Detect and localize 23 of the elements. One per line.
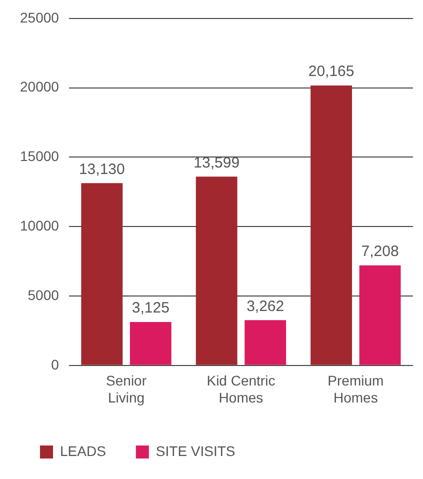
bar: [359, 265, 401, 365]
x-tick-label: Senior Living: [106, 372, 147, 406]
data-label: 7,208: [361, 242, 399, 260]
data-label: 3,125: [132, 300, 170, 317]
bar: [310, 86, 352, 365]
y-tick-label: 15000: [20, 148, 60, 164]
y-tick-label: 25000: [20, 9, 60, 26]
legend-label: SITE VISITS: [156, 442, 236, 459]
data-label: 20,165: [308, 63, 354, 80]
y-tick-label: 0: [51, 356, 60, 372]
data-label: 13,599: [194, 154, 240, 172]
y-tick-label: 20000: [20, 78, 60, 95]
bar: [196, 176, 238, 365]
bar: [81, 183, 123, 365]
x-tick-label: Kid Centric Homes: [206, 372, 276, 406]
y-tick-label: 5000: [28, 286, 60, 303]
bar: [130, 322, 172, 365]
legend-label: LEADS: [60, 442, 106, 459]
y-tick-label: 10000: [20, 217, 60, 234]
x-tick-label: Premium Homes: [328, 372, 384, 406]
data-label: 3,262: [246, 298, 284, 315]
bar: [244, 320, 286, 365]
data-label: 13,130: [78, 160, 125, 178]
